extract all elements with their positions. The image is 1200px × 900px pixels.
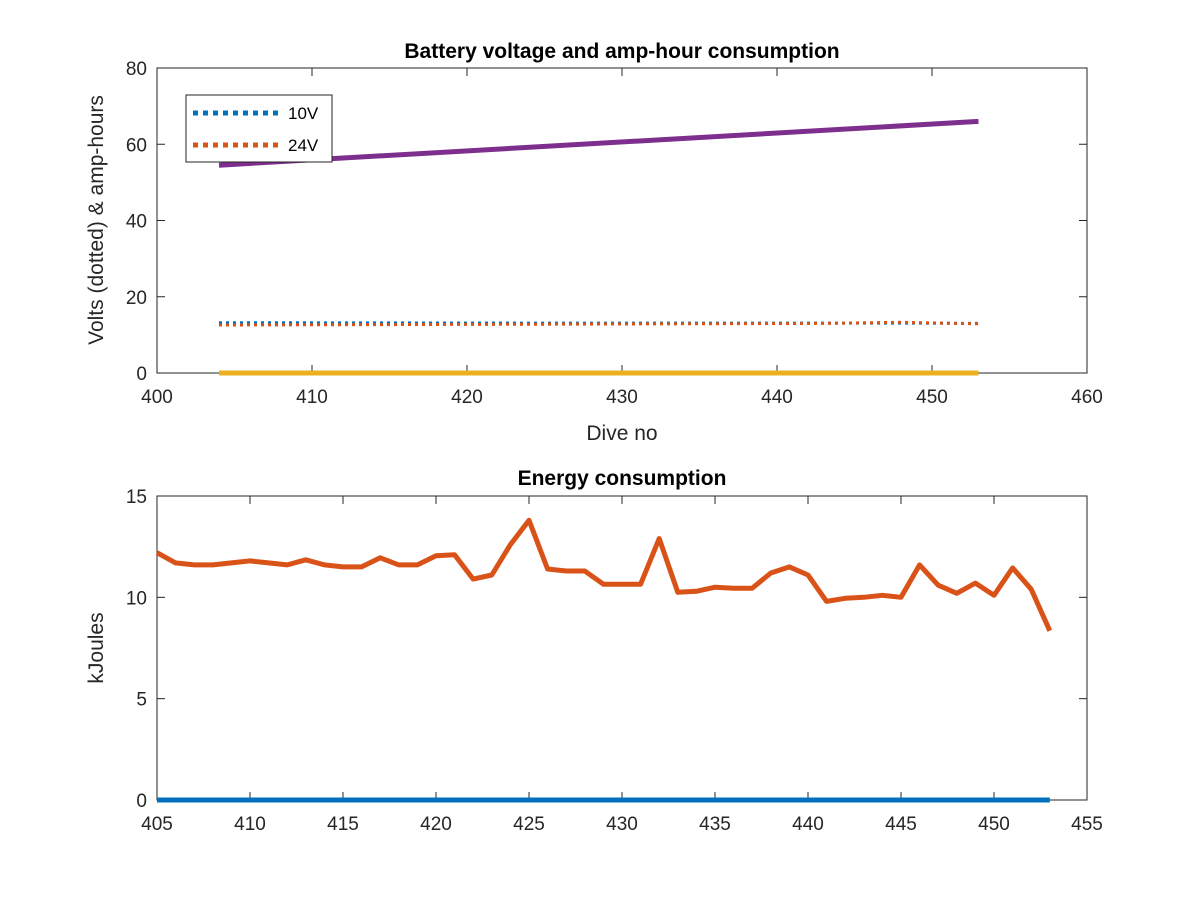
battery-y-axis-label: Volts (dotted) & amp-hours [85,95,108,345]
y-tick-label: 40 [126,212,147,233]
x-tick-label: 440 [761,387,793,408]
x-tick-label: 430 [606,814,638,835]
energy-chart-title: Energy consumption [518,467,727,490]
x-tick-label: 430 [606,387,638,408]
x-tick-label: 420 [451,387,483,408]
x-tick-label: 405 [141,814,173,835]
energy-chart: 405 410 415 420 425 430 435 440 445 450 455051015 … [85,467,1103,835]
y-tick-label: 0 [136,791,147,812]
x-tick-label: 400 [141,387,173,408]
x-tick-label: 435 [699,814,731,835]
x-tick-label: 450 [978,814,1010,835]
legend-box [185,94,333,163]
c0-series-line-0 [218,321,979,325]
x-tick-label: 425 [513,814,545,835]
c0-series-line-3 [218,118,979,168]
c0-series-line-1 [218,320,979,327]
y-tick-label: 80 [126,59,147,80]
y-tick-label: 10 [126,588,147,609]
legend: 10V 24V [185,94,333,163]
legend-label-10v: 10V [288,104,319,123]
x-tick-label: 450 [916,387,948,408]
x-tick-label: 440 [792,814,824,835]
legend-label-24v: 24V [288,136,319,155]
x-tick-label: 455 [1071,814,1103,835]
energy-y-axis-label: kJoules [85,612,108,683]
x-tick-label: 460 [1071,387,1103,408]
y-tick-label: 15 [126,487,147,508]
battery-chart-title: Battery voltage and amp-hour consumption [404,40,839,63]
energy-plot-area [156,495,1088,801]
x-tick-label: 420 [420,814,452,835]
x-tick-label: 410 [296,387,328,408]
c1-series-line-1 [155,517,1053,632]
battery-chart: 400 410 420 430 440 450 460 0 20 40 60 80 Battery v… [85,40,1103,445]
x-tick-label: 415 [327,814,359,835]
y-tick-label: 0 [136,364,147,385]
y-tick-label: 60 [126,135,147,156]
x-tick-label: 445 [885,814,917,835]
y-tick-label: 20 [126,288,147,309]
battery-x-axis-label: Dive no [586,422,657,445]
x-tick-label: 410 [234,814,266,835]
y-tick-label: 5 [136,690,147,711]
